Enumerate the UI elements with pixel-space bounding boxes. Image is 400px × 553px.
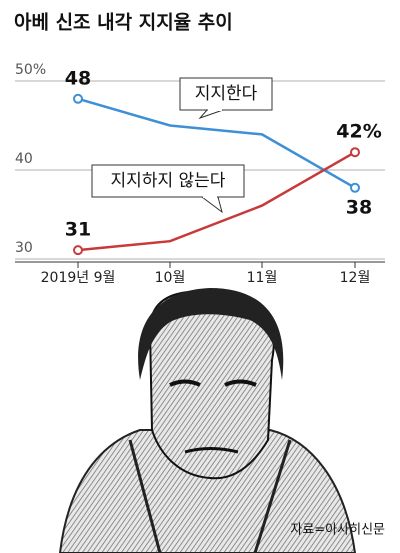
legend-box bbox=[179, 77, 273, 111]
callout-pointer bbox=[201, 196, 223, 214]
x-tick-label: 11월 bbox=[247, 270, 278, 286]
legend-label: 지지한다 bbox=[195, 84, 258, 104]
y-tick-label: 30 bbox=[15, 240, 33, 256]
series-line bbox=[77, 151, 356, 252]
point bbox=[350, 147, 360, 158]
chart-title: 아베 신조 내각 지지율 추이 bbox=[14, 12, 233, 34]
source: 자료=아사히신문 bbox=[290, 523, 385, 538]
point bbox=[73, 245, 83, 256]
legend-label: 지지하지 않는다 bbox=[111, 171, 226, 191]
value-label: 42% bbox=[336, 121, 381, 143]
value-label: 38 bbox=[346, 196, 372, 218]
x-tick-label: 10월 bbox=[155, 270, 186, 286]
value-label: 48 bbox=[65, 67, 91, 89]
x-tick-label: 2019년 9월 bbox=[41, 270, 116, 286]
plot: 30 40 50% 2019년 9월 10월 11월 12월 48 38 지지한다 31 42% 지지하… bbox=[15, 62, 385, 286]
point bbox=[73, 93, 83, 104]
portrait bbox=[58, 288, 357, 553]
series-line bbox=[77, 97, 356, 189]
y-tick-label: 40 bbox=[15, 151, 33, 167]
point bbox=[350, 182, 360, 193]
y-tick-label: 50% bbox=[15, 62, 46, 78]
callout-pointer bbox=[198, 109, 224, 120]
x-tick-label: 12월 bbox=[340, 270, 371, 286]
value-label: 31 bbox=[65, 219, 91, 241]
legend-box bbox=[91, 164, 245, 198]
